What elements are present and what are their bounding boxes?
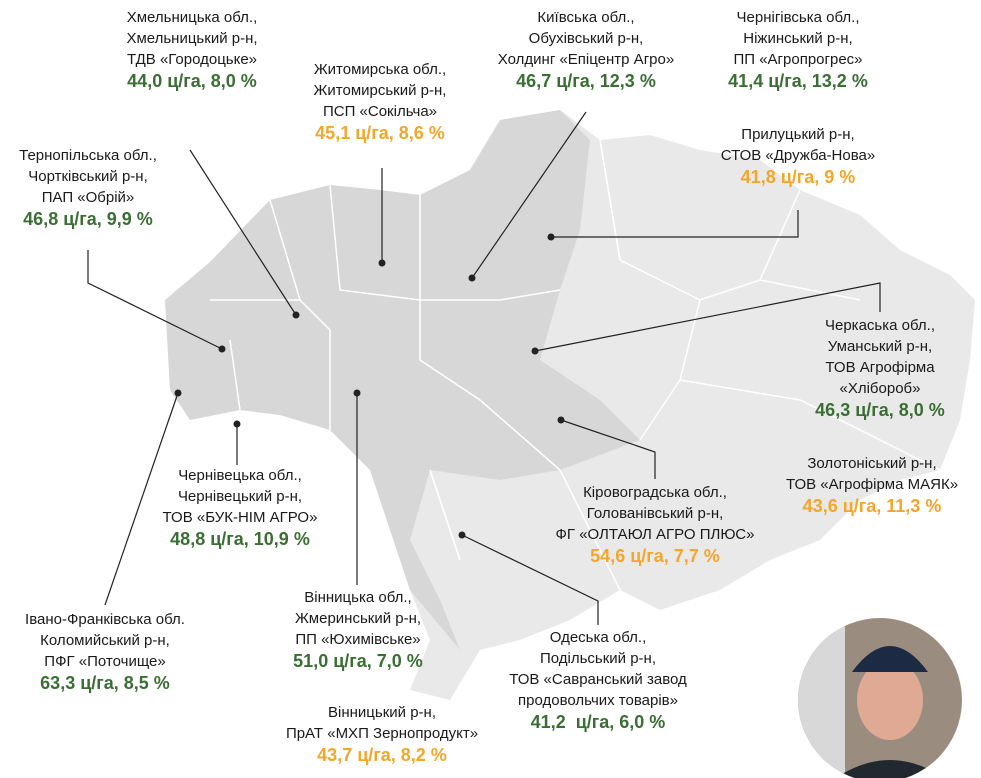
leader-lines bbox=[87, 111, 881, 625]
callout-line: Хмельницька обл., bbox=[127, 9, 258, 26]
leader-line bbox=[189, 149, 297, 316]
callout-line: Чернігівська обл., bbox=[737, 9, 860, 26]
callout-value: 45,1 ц/га, 8,6 % bbox=[315, 123, 445, 143]
callout-line: Жмеринський р-н, bbox=[295, 610, 421, 627]
location-dot bbox=[174, 389, 182, 397]
callout-value: 43,6 ц/га, 11,3 % bbox=[803, 496, 942, 516]
location-dot bbox=[233, 420, 241, 428]
callout-line: Черкаська обл., bbox=[825, 317, 935, 334]
map bbox=[165, 110, 975, 700]
location-dot bbox=[218, 345, 226, 353]
callout-value: 41,8 ц/га, 9 % bbox=[741, 167, 856, 187]
callout-line: ТОВ «БУК-НІМ АГРО» bbox=[163, 509, 318, 526]
callout-line: Холдинг «Епіцентр Агро» bbox=[498, 51, 674, 68]
callout-line: Житомирський р-н, bbox=[314, 82, 447, 99]
callout-line: Кіровоградська обл., bbox=[583, 484, 727, 501]
callout-line: ТДВ «Городоцьке» bbox=[127, 51, 257, 68]
callout-line: Чернівецька обл., bbox=[178, 467, 302, 484]
callout-line: ФГ «ОЛТАЮЛ АГРО ПЛЮС» bbox=[556, 526, 755, 543]
callout-line: Вінницький р-н, bbox=[328, 704, 436, 721]
callout-line: Голованівський р-н, bbox=[587, 505, 724, 522]
callout-line: ТОВ «Агрофірма МАЯК» bbox=[786, 476, 958, 493]
callout-line: Чортківський р-н, bbox=[28, 168, 148, 185]
callout-line: Одеська обл., bbox=[550, 629, 647, 646]
callout-value: 46,8 ц/га, 9,9 % bbox=[23, 209, 153, 229]
region-borders bbox=[210, 139, 941, 591]
callout-value: 46,7 ц/га, 12,3 % bbox=[516, 71, 656, 91]
callout-value: 54,6 ц/га, 7,7 % bbox=[590, 546, 720, 566]
callout-line: Івано-Франківська обл. bbox=[25, 611, 185, 628]
callout-value: 44,0 ц/га, 8,0 % bbox=[127, 71, 257, 91]
callout-line: Чернівецький р-н, bbox=[178, 488, 302, 505]
callout-line: Ніжинський р-н, bbox=[743, 30, 852, 47]
callout-value: 41,4 ц/га, 13,2 % bbox=[728, 71, 868, 91]
callout-line: ПП «Агропрогрес» bbox=[733, 51, 862, 68]
callout-line: Золотоніський р-н, bbox=[807, 455, 936, 472]
location-dot bbox=[292, 311, 300, 319]
callout-line: продовольчих товарів» bbox=[518, 692, 678, 709]
callout-line: ПФГ «Поточище» bbox=[44, 653, 165, 670]
callout-value: 41,2 ц/га, 6,0 % bbox=[531, 712, 666, 732]
callout-line: Вінницька обл., bbox=[304, 589, 411, 606]
callout-value: 43,7 ц/га, 8,2 % bbox=[317, 745, 447, 765]
callout-line: СТОВ «Дружба-Нова» bbox=[721, 147, 875, 164]
location-dot bbox=[468, 274, 476, 282]
callout-value: 46,3 ц/га, 8,0 % bbox=[815, 400, 945, 420]
callout-value: 48,8 ц/га, 10,9 % bbox=[170, 529, 310, 549]
callout-line: «Хлібороб» bbox=[840, 380, 921, 397]
callout-line: Уманський р-н, bbox=[828, 338, 932, 355]
leader-line bbox=[461, 534, 599, 625]
callout-line: Тернопільська обл., bbox=[19, 147, 157, 164]
callout-line: ТОВ «Савранський завод bbox=[509, 671, 687, 688]
callout-line: ПАП «Обрій» bbox=[42, 189, 135, 206]
callout-line: Житомирська обл., bbox=[314, 61, 446, 78]
location-dot bbox=[458, 531, 466, 539]
callout-line: Коломийський р-н, bbox=[40, 632, 170, 649]
leader-line bbox=[471, 111, 587, 279]
leader-line bbox=[87, 250, 223, 350]
leader-line bbox=[534, 282, 881, 352]
photo bbox=[798, 618, 962, 778]
callouts: Хмельницька обл., Хмельницький р-н, ТДВ «Г… bbox=[19, 9, 958, 765]
callout-value: 63,3 ц/га, 8,5 % bbox=[40, 673, 170, 693]
callout-line: ПСП «Сокільча» bbox=[323, 103, 437, 120]
callout-value: 51,0 ц/га, 7,0 % bbox=[293, 651, 423, 671]
location-dot bbox=[557, 416, 565, 424]
location-dot bbox=[531, 347, 539, 355]
leader-line bbox=[560, 419, 656, 479]
callout-line: Прилуцький р-н, bbox=[741, 126, 854, 143]
leader-line bbox=[104, 392, 179, 606]
location-dot bbox=[378, 259, 386, 267]
callout-line: Подільський р-н, bbox=[540, 650, 656, 667]
callout-line: Київська обл., bbox=[537, 9, 634, 26]
location-dot bbox=[353, 389, 361, 397]
callout-line: ТОВ Агрофірма bbox=[825, 359, 935, 376]
location-dot bbox=[547, 233, 555, 241]
callout-line: ПП «Юхимівське» bbox=[295, 631, 420, 648]
callout-line: Обухівський р-н, bbox=[529, 30, 644, 47]
leader-line bbox=[551, 210, 799, 238]
callout-line: Хмельницький р-н, bbox=[126, 30, 257, 47]
callout-line: ПрАТ «МХП Зернопродукт» bbox=[286, 725, 478, 742]
